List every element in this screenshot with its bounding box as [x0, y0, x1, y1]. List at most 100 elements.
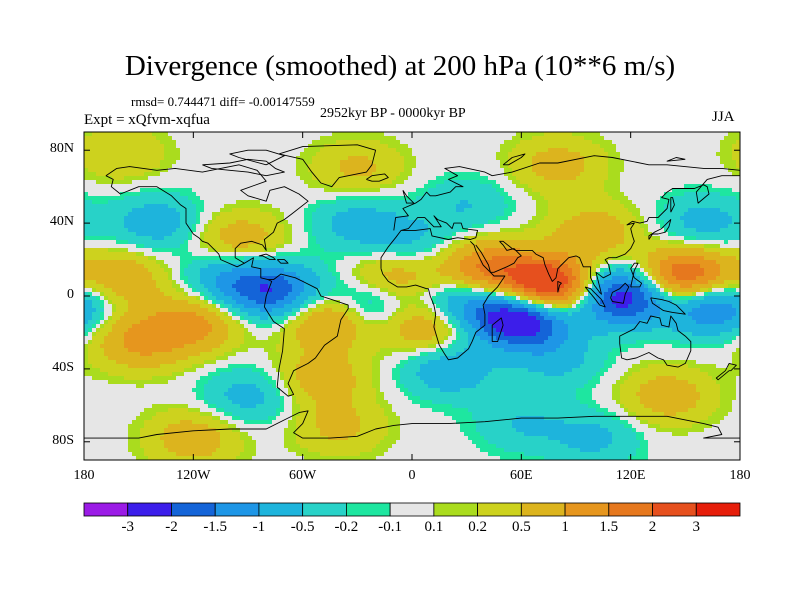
field-cell [512, 248, 517, 253]
field-cell [572, 228, 577, 233]
field-cell [624, 132, 629, 137]
field-cell [284, 232, 289, 237]
field-cell [212, 232, 217, 237]
field-cell [620, 176, 625, 181]
field-cell [416, 168, 421, 173]
field-cell [320, 200, 325, 205]
field-cell [388, 132, 393, 137]
field-cell [352, 216, 357, 221]
field-cell [180, 248, 185, 253]
field-cell [420, 176, 425, 181]
field-cell [524, 132, 529, 137]
field-cell [320, 212, 325, 217]
field-cell [292, 204, 297, 209]
field-cell [440, 168, 445, 173]
field-cell [464, 136, 469, 141]
field-cell [420, 168, 425, 173]
field-cell [568, 248, 573, 253]
field-cell [716, 144, 721, 149]
field-cell [204, 244, 209, 249]
field-cell [692, 212, 697, 217]
field-cell [444, 236, 449, 241]
field-cell [612, 200, 617, 205]
field-cell [636, 184, 641, 189]
field-cell [612, 132, 617, 137]
field-cell [464, 236, 469, 241]
field-cell [496, 144, 501, 149]
field-cell [500, 220, 505, 225]
field-cell [704, 204, 709, 209]
field-cell [272, 204, 277, 209]
field-cell [216, 196, 221, 201]
field-cell [228, 228, 233, 233]
field-cell [596, 152, 601, 157]
field-cell [208, 156, 213, 161]
field-cell [536, 188, 541, 193]
field-cell [304, 192, 309, 197]
field-cell [168, 140, 173, 145]
field-cell [276, 196, 281, 201]
field-cell [368, 248, 373, 253]
field-cell [668, 216, 673, 221]
field-cell [408, 248, 413, 253]
field-cell [168, 220, 173, 225]
field-cell [160, 148, 165, 153]
field-cell [584, 172, 589, 177]
field-cell [160, 132, 165, 137]
field-cell [316, 216, 321, 221]
field-cell [360, 200, 365, 205]
field-cell [656, 164, 661, 169]
field-cell [640, 152, 645, 157]
field-cell [212, 228, 217, 233]
field-cell [704, 212, 709, 217]
field-cell [560, 236, 565, 241]
field-cell [616, 176, 621, 181]
field-cell [372, 244, 377, 249]
field-cell [296, 196, 301, 201]
field-cell [468, 168, 473, 173]
field-cell [420, 172, 425, 177]
field-cell [548, 148, 553, 153]
field-cell [272, 224, 277, 229]
field-cell [172, 156, 177, 161]
field-cell [360, 220, 365, 225]
field-cell [212, 220, 217, 225]
field-cell [664, 140, 669, 145]
field-cell [192, 152, 197, 157]
field-cell [148, 140, 153, 145]
field-cell [540, 176, 545, 181]
field-cell [648, 216, 653, 221]
field-cell [492, 164, 497, 169]
field-cell [464, 172, 469, 177]
field-cell [172, 160, 177, 165]
field-cell [124, 248, 129, 253]
field-cell [164, 164, 169, 169]
field-cell [240, 208, 245, 213]
field-cell [404, 192, 409, 197]
field-cell [332, 132, 337, 137]
field-cell [348, 176, 353, 181]
field-cell [104, 232, 109, 237]
field-cell [624, 164, 629, 169]
field-cell [480, 136, 485, 141]
field-cell [324, 164, 329, 169]
field-cell [616, 200, 621, 205]
field-cell [144, 164, 149, 169]
field-cell [220, 168, 225, 173]
field-cell [360, 156, 365, 161]
field-cell [624, 172, 629, 177]
field-cell [280, 148, 285, 153]
field-cell [212, 200, 217, 205]
field-cell [448, 188, 453, 193]
field-cell [348, 168, 353, 173]
field-cell [488, 160, 493, 165]
field-cell [584, 144, 589, 149]
field-cell [548, 200, 553, 205]
field-cell [388, 228, 393, 233]
field-cell [616, 180, 621, 185]
field-cell [396, 188, 401, 193]
field-cell [512, 160, 517, 165]
field-cell [500, 136, 505, 141]
field-cell [480, 180, 485, 185]
field-cell [536, 148, 541, 153]
